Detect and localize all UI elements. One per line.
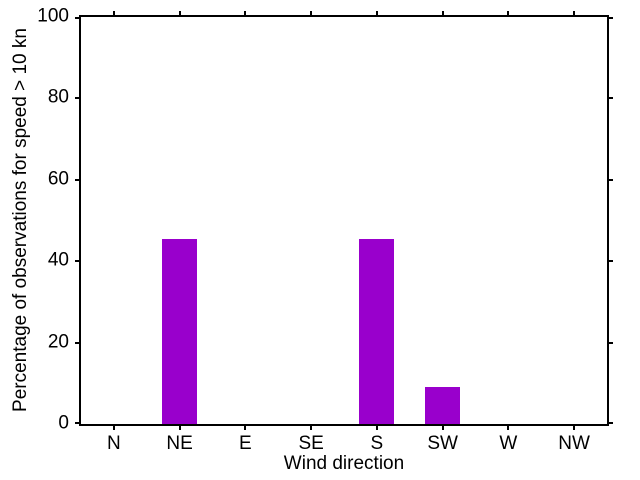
x-tick-top [442,11,444,17]
y-tick-right [607,422,613,424]
x-tick-bottom [376,424,378,430]
x-tick-top [179,11,181,17]
x-tick-top [113,11,115,17]
x-tick-bottom [244,424,246,430]
x-tick-bottom [310,424,312,430]
y-tick-label: 20 [47,331,69,353]
y-tick-left [75,97,81,99]
y-tick-label: 100 [37,5,69,27]
y-tick-label: 60 [47,168,69,190]
y-axis-label: Percentage of observations for speed > 1… [10,28,31,412]
y-tick-left [75,422,81,424]
y-tick-label: 80 [47,86,69,108]
y-tick-left [75,342,81,344]
x-tick-bottom [442,424,444,430]
x-tick-label: E [239,433,252,454]
bar-sw [425,387,460,424]
x-tick-label: W [499,433,518,454]
x-tick-bottom [573,424,575,430]
x-tick-label: NW [558,433,590,454]
y-tick-label: 40 [47,249,69,271]
x-tick-label: N [107,433,121,454]
x-tick-top [573,11,575,17]
x-tick-bottom [507,424,509,430]
x-tick-label: SE [298,433,324,454]
x-tick-top [244,11,246,17]
x-tick-top [376,11,378,17]
y-tick-right [607,342,613,344]
x-tick-label: S [370,433,384,454]
x-tick-bottom [179,424,181,430]
y-tick-right [607,260,613,262]
y-tick-right [607,179,613,181]
y-tick-left [75,17,81,19]
y-tick-label: 0 [58,412,69,434]
x-tick-label: NE [166,433,193,454]
x-tick-label: SW [427,433,458,454]
x-axis-label: Wind direction [283,453,405,474]
bar-s [359,239,394,424]
bar-ne [162,239,197,424]
y-tick-right [607,97,613,99]
x-tick-top [507,11,509,17]
x-tick-bottom [113,424,115,430]
plot-area: 0 20 40 60 80 100 N NE E SE S SW W NW [37,6,613,454]
y-tick-left [75,260,81,262]
y-tick-right [607,17,613,19]
y-tick-left [75,179,81,181]
x-tick-top [310,11,312,17]
